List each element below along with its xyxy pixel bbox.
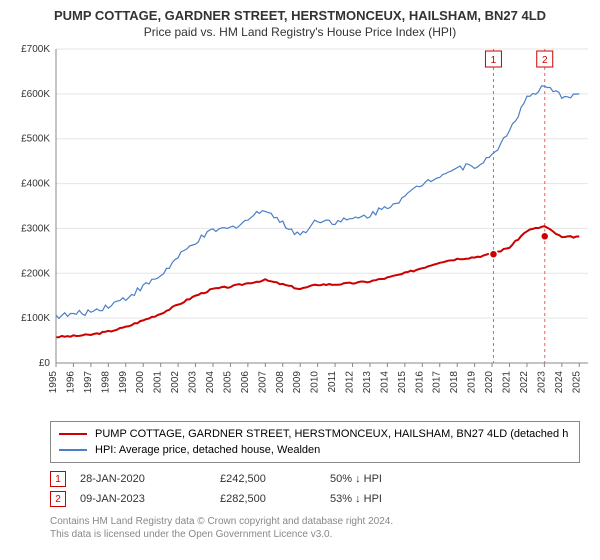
svg-text:2014: 2014 [379, 371, 390, 394]
chart-area: £0 £100K £200K £300K £400K £500K £600K £700K 199… [10, 43, 590, 413]
svg-text:1999: 1999 [118, 371, 129, 394]
marker-pct: 50% ↓ HPI [330, 473, 450, 485]
marker-date: 28-JAN-2020 [80, 473, 220, 485]
svg-text:2006: 2006 [240, 371, 251, 394]
svg-text:2000: 2000 [135, 371, 146, 394]
svg-text:2005: 2005 [222, 371, 233, 394]
svg-text:£300K: £300K [21, 223, 50, 234]
svg-text:2008: 2008 [275, 371, 286, 394]
svg-text:2012: 2012 [345, 371, 356, 394]
svg-text:2002: 2002 [170, 371, 181, 394]
svg-text:1998: 1998 [100, 371, 111, 394]
marker-date: 09-JAN-2023 [80, 493, 220, 505]
svg-text:£400K: £400K [21, 179, 50, 190]
chart-subtitle: Price paid vs. HM Land Registry's House … [10, 25, 590, 39]
marker-row: 1 28-JAN-2020£242,50050% ↓ HPI [50, 469, 590, 489]
svg-text:£500K: £500K [21, 134, 50, 145]
legend-label-hpi: HPI: Average price, detached house, Weal… [95, 444, 320, 456]
svg-text:2004: 2004 [205, 371, 216, 394]
legend-label-property: PUMP COTTAGE, GARDNER STREET, HERSTMONCE… [95, 428, 568, 440]
svg-text:£700K: £700K [21, 44, 50, 55]
svg-text:2011: 2011 [327, 371, 338, 393]
svg-text:2009: 2009 [292, 371, 303, 394]
legend: PUMP COTTAGE, GARDNER STREET, HERSTMONCE… [50, 421, 580, 463]
svg-text:2020: 2020 [484, 371, 495, 394]
svg-text:2019: 2019 [467, 371, 478, 394]
svg-text:£600K: £600K [21, 89, 50, 100]
legend-row-hpi: HPI: Average price, detached house, Weal… [59, 442, 571, 458]
svg-text:2017: 2017 [432, 371, 443, 394]
chart-title: PUMP COTTAGE, GARDNER STREET, HERSTMONCE… [10, 8, 590, 23]
marker-index-box: 2 [50, 491, 66, 507]
marker-price: £282,500 [220, 493, 330, 505]
marker-index-box: 1 [50, 471, 66, 487]
svg-text:1995: 1995 [48, 371, 59, 394]
svg-text:2010: 2010 [310, 371, 321, 394]
svg-text:£0: £0 [39, 358, 51, 369]
footer: Contains HM Land Registry data © Crown c… [50, 515, 590, 541]
legend-swatch-hpi [59, 449, 87, 451]
marker-pct: 53% ↓ HPI [330, 493, 450, 505]
legend-swatch-property [59, 433, 87, 436]
svg-text:2007: 2007 [257, 371, 268, 394]
svg-text:1: 1 [491, 55, 497, 66]
svg-text:2024: 2024 [554, 371, 565, 394]
svg-text:1996: 1996 [65, 371, 76, 394]
svg-text:2018: 2018 [449, 371, 460, 394]
chart-svg: £0 £100K £200K £300K £400K £500K £600K £700K 199… [10, 43, 590, 413]
svg-text:2016: 2016 [414, 371, 425, 394]
svg-text:2023: 2023 [536, 371, 547, 394]
svg-text:2022: 2022 [519, 371, 530, 394]
svg-text:2013: 2013 [362, 371, 373, 394]
marker-price: £242,500 [220, 473, 330, 485]
footer-line2: This data is licensed under the Open Gov… [50, 528, 590, 541]
legend-row-property: PUMP COTTAGE, GARDNER STREET, HERSTMONCE… [59, 426, 571, 442]
svg-text:£100K: £100K [21, 313, 50, 324]
svg-text:2001: 2001 [153, 371, 164, 394]
svg-text:2021: 2021 [502, 371, 513, 394]
svg-text:2015: 2015 [397, 371, 408, 394]
svg-text:2003: 2003 [188, 371, 199, 394]
marker-row: 2 09-JAN-2023£282,50053% ↓ HPI [50, 489, 590, 509]
svg-text:£200K: £200K [21, 268, 50, 279]
footer-line1: Contains HM Land Registry data © Crown c… [50, 515, 590, 528]
svg-text:2025: 2025 [571, 371, 582, 394]
svg-text:2: 2 [542, 55, 548, 66]
svg-text:1997: 1997 [83, 371, 94, 394]
